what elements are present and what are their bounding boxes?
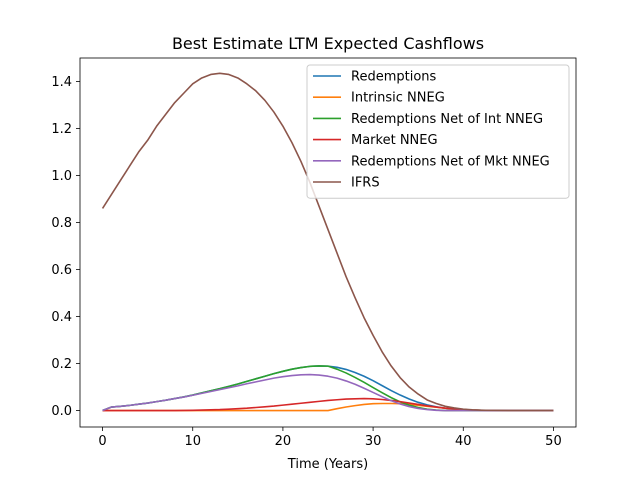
legend-label-2: Redemptions Net of Int NNEG [351, 112, 543, 127]
x-tick-label-4: 40 [455, 434, 472, 449]
axes-frame [79, 57, 577, 428]
legend-label-0: Redemptions [351, 70, 437, 85]
legend-label-1: Intrinsic NNEG [351, 91, 445, 106]
legend-frame [306, 64, 570, 199]
series-line-5 [101, 72, 554, 412]
x-tick-label-5: 50 [545, 434, 562, 449]
y-tick-label-5: 1.0 [51, 169, 72, 184]
x-axis-label: Time (Years) [287, 457, 368, 472]
y-tick-label-2: 0.4 [51, 310, 72, 325]
plot-area: 0 10 20 30 40 50 0.0 0.2 0.4 0.6 0.8 1.0 1.2 1.4 [51, 57, 577, 449]
legend-label-4: Redemptions Net of Mkt NNEG [351, 154, 550, 169]
chart-title: Best Estimate LTM Expected Cashflows [172, 34, 484, 53]
y-tick-label-6: 1.2 [51, 122, 72, 137]
x-tick-label-3: 30 [365, 434, 382, 449]
y-tick-label-7: 1.4 [51, 75, 72, 90]
x-tick-label-2: 20 [275, 434, 292, 449]
y-tick-label-0: 0.0 [51, 404, 72, 419]
y-tick-label-1: 0.2 [51, 357, 72, 372]
legend-label-5: IFRS [351, 176, 380, 191]
x-tick-label-0: 0 [98, 434, 106, 449]
legend-label-3: Market NNEG [351, 133, 438, 148]
y-tick-label-4: 0.8 [51, 216, 72, 231]
y-tick-label-3: 0.6 [51, 263, 72, 278]
legend: Redemptions Intrinsic NNEG Redemptions Net… [306, 64, 570, 199]
x-tick-label-1: 10 [184, 434, 201, 449]
